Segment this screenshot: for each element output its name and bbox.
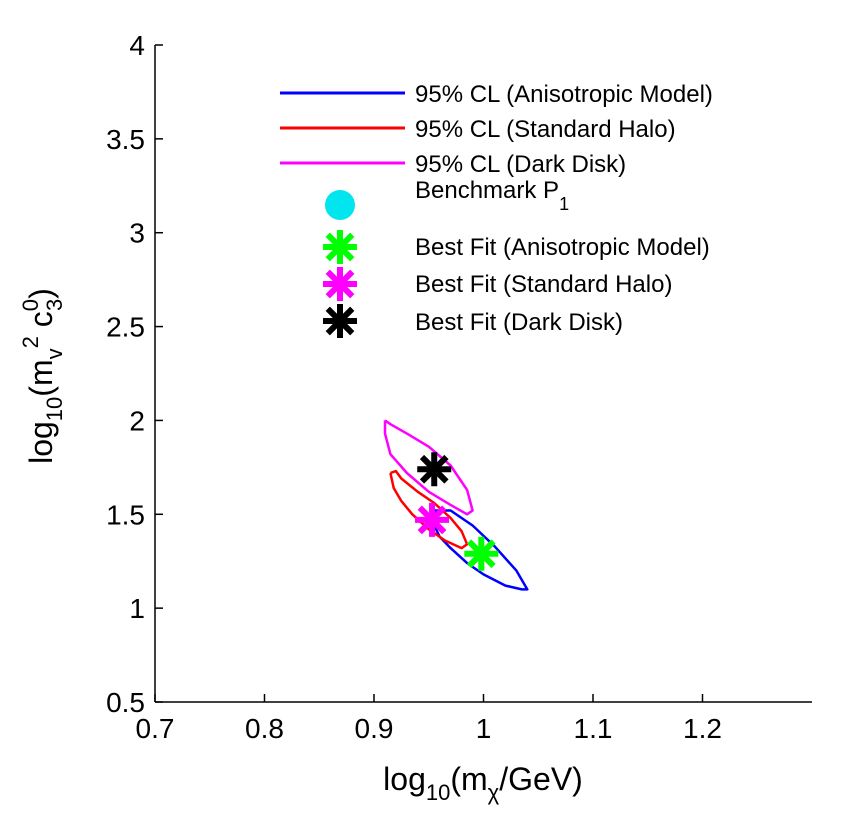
marker-3 (415, 502, 450, 537)
legend-marker-label-1: Benchmark P1 (415, 177, 569, 214)
y-tick-label: 3.5 (106, 124, 145, 155)
legend-marker-3 (323, 267, 357, 301)
x-axis-label: log10(mχ/GeV) (383, 761, 583, 805)
y-tick-label: 4 (129, 30, 145, 61)
legend-label-3: 95% CL (Dark Disk) (415, 151, 626, 178)
y-tick-label: 1 (129, 593, 145, 624)
legend: 95% CL (Anisotropic Model) 95% CL (Standa… (280, 81, 713, 338)
marker-4 (417, 452, 452, 487)
legend-label-1: 95% CL (Anisotropic Model) (415, 81, 713, 108)
contour-series-3 (383, 419, 474, 516)
contour-series-2 (389, 469, 469, 550)
legend-marker-2 (323, 230, 357, 264)
y-tick-label: 2 (129, 405, 145, 436)
y-tick-label: 2.5 (106, 312, 145, 343)
x-tick-label: 0.7 (136, 713, 175, 744)
y-tick-label: 1.5 (106, 499, 145, 530)
axes: 0.7 0.8 0.9 1 1.1 1.2 0.5 1 1.5 2 2.5 3 3.5 4 (106, 30, 812, 744)
x-tick-label: 1.1 (574, 713, 613, 744)
legend-marker-label-4: Best Fit (Dark Disk) (415, 309, 623, 336)
y-tick-label: 0.5 (106, 687, 145, 718)
contours (383, 419, 529, 591)
x-tick-label: 0.9 (355, 713, 394, 744)
marker-2 (464, 536, 499, 571)
x-tick-label: 1.2 (683, 713, 722, 744)
data-markers (415, 452, 499, 571)
legend-marker-4 (323, 304, 357, 338)
y-axis-label: log10(mv2 c03) (18, 288, 67, 464)
legend-label-2: 95% CL (Standard Halo) (415, 116, 676, 143)
legend-marker-label-2: Best Fit (Anisotropic Model) (415, 234, 710, 261)
x-tick-label: 1 (476, 713, 492, 744)
x-tick-label: 0.8 (245, 713, 284, 744)
legend-marker-label-3: Best Fit (Standard Halo) (415, 271, 672, 298)
legend-marker-1 (325, 190, 355, 220)
y-tick-label: 3 (129, 218, 145, 249)
